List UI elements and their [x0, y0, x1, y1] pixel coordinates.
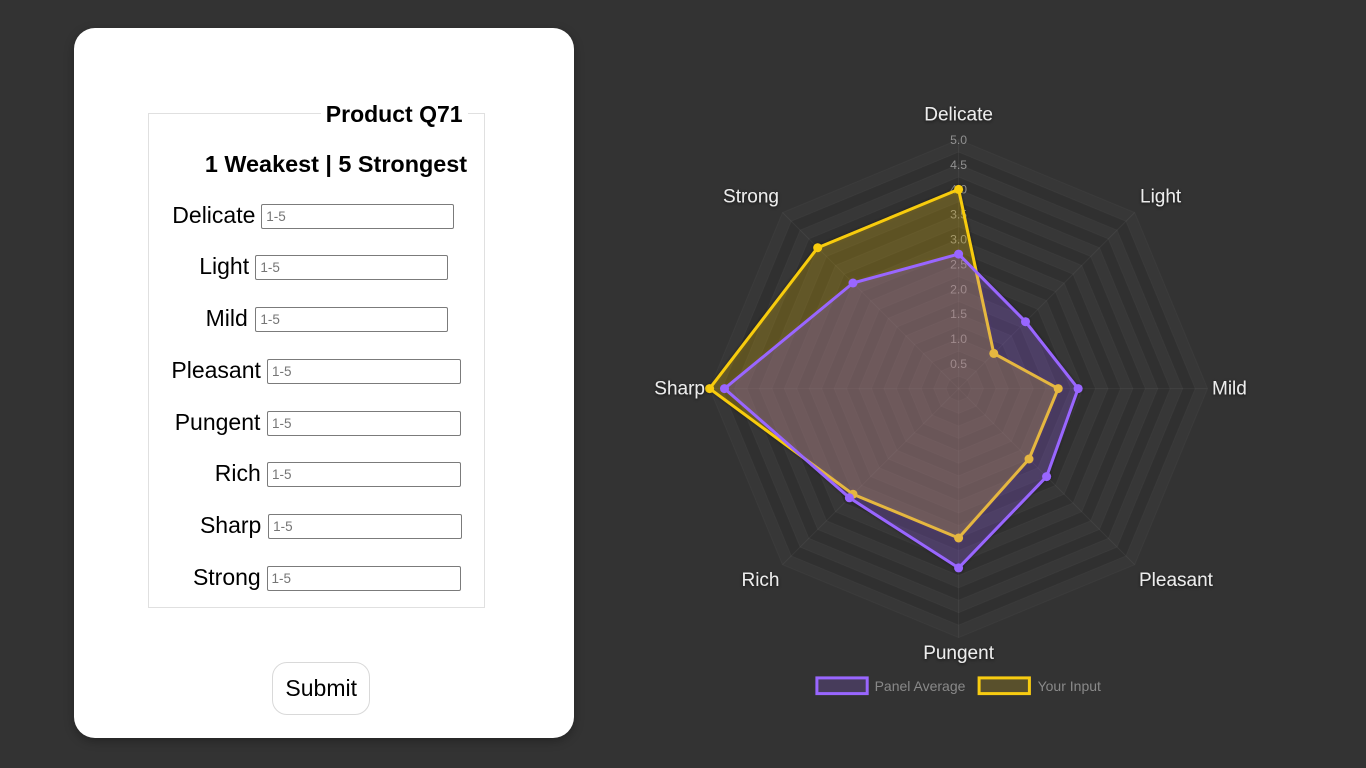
svg-text:Sharp: Sharp — [654, 379, 705, 400]
svg-text:Pungent: Pungent — [923, 643, 995, 664]
svg-text:Light: Light — [1140, 187, 1182, 208]
svg-text:4.5: 4.5 — [950, 158, 967, 172]
svg-text:5.0: 5.0 — [950, 133, 967, 147]
svg-text:Panel Average: Panel Average — [875, 678, 966, 694]
svg-text:Mild: Mild — [1212, 379, 1247, 400]
svg-text:Pleasant: Pleasant — [1139, 570, 1214, 591]
svg-text:Rich: Rich — [741, 570, 779, 591]
svg-text:Delicate: Delicate — [924, 104, 993, 125]
svg-text:Your Input: Your Input — [1038, 678, 1101, 694]
svg-text:Strong: Strong — [723, 187, 779, 208]
